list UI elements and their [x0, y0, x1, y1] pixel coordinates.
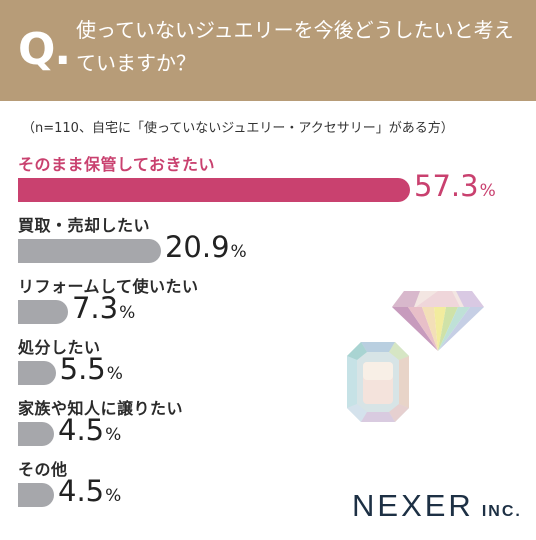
bar	[18, 300, 68, 324]
data-label: 4.5%	[58, 477, 121, 506]
gem-icon	[347, 342, 409, 422]
data-label-unit: %	[119, 303, 136, 323]
bar	[18, 361, 56, 385]
diamond-icon	[392, 291, 484, 351]
logo-sub: INC.	[481, 503, 522, 520]
bar	[18, 422, 54, 446]
data-label-unit: %	[105, 425, 122, 445]
bar	[18, 178, 410, 202]
bar	[18, 239, 161, 263]
data-label-value: 4.5	[58, 413, 105, 447]
category-label: 買取・売却したい	[18, 216, 151, 235]
category-label: そのまま保管しておきたい	[18, 155, 216, 174]
data-label-value: 7.3	[71, 291, 119, 325]
data-label: 20.9%	[165, 233, 247, 262]
data-label: 5.5%	[60, 355, 123, 384]
category-label: リフォームして使いたい	[18, 277, 199, 296]
logo-main: NEXER	[352, 488, 474, 523]
q-mark: Q.	[18, 24, 71, 75]
data-label-unit: %	[105, 486, 122, 506]
data-label-unit: %	[230, 242, 247, 262]
data-label-value: 5.5	[59, 352, 106, 386]
data-label-unit: %	[479, 181, 496, 201]
data-label-value: 20.9	[164, 230, 230, 264]
question-header: Q. 使っていないジュエリーを今後どうしたいと考えていますか？	[0, 0, 536, 101]
data-label: 57.3%	[414, 172, 496, 201]
data-label: 7.3%	[72, 294, 135, 323]
category-label: 処分したい	[18, 338, 101, 357]
data-label-unit: %	[106, 364, 123, 384]
category-label: 家族や知人に譲りたい	[18, 399, 184, 418]
bar	[18, 483, 54, 507]
category-label: その他	[18, 460, 68, 479]
data-label-value: 4.5	[58, 474, 105, 508]
nexer-logo: NEXER INC.	[352, 488, 522, 524]
data-label-value: 57.3	[414, 169, 479, 203]
data-label: 4.5%	[58, 416, 121, 445]
sample-note: （n=110、自宅に「使っていないジュエリー・アクセサリー」がある方）	[22, 121, 454, 136]
question-text: 使っていないジュエリーを今後どうしたいと考えていますか？	[76, 18, 514, 75]
